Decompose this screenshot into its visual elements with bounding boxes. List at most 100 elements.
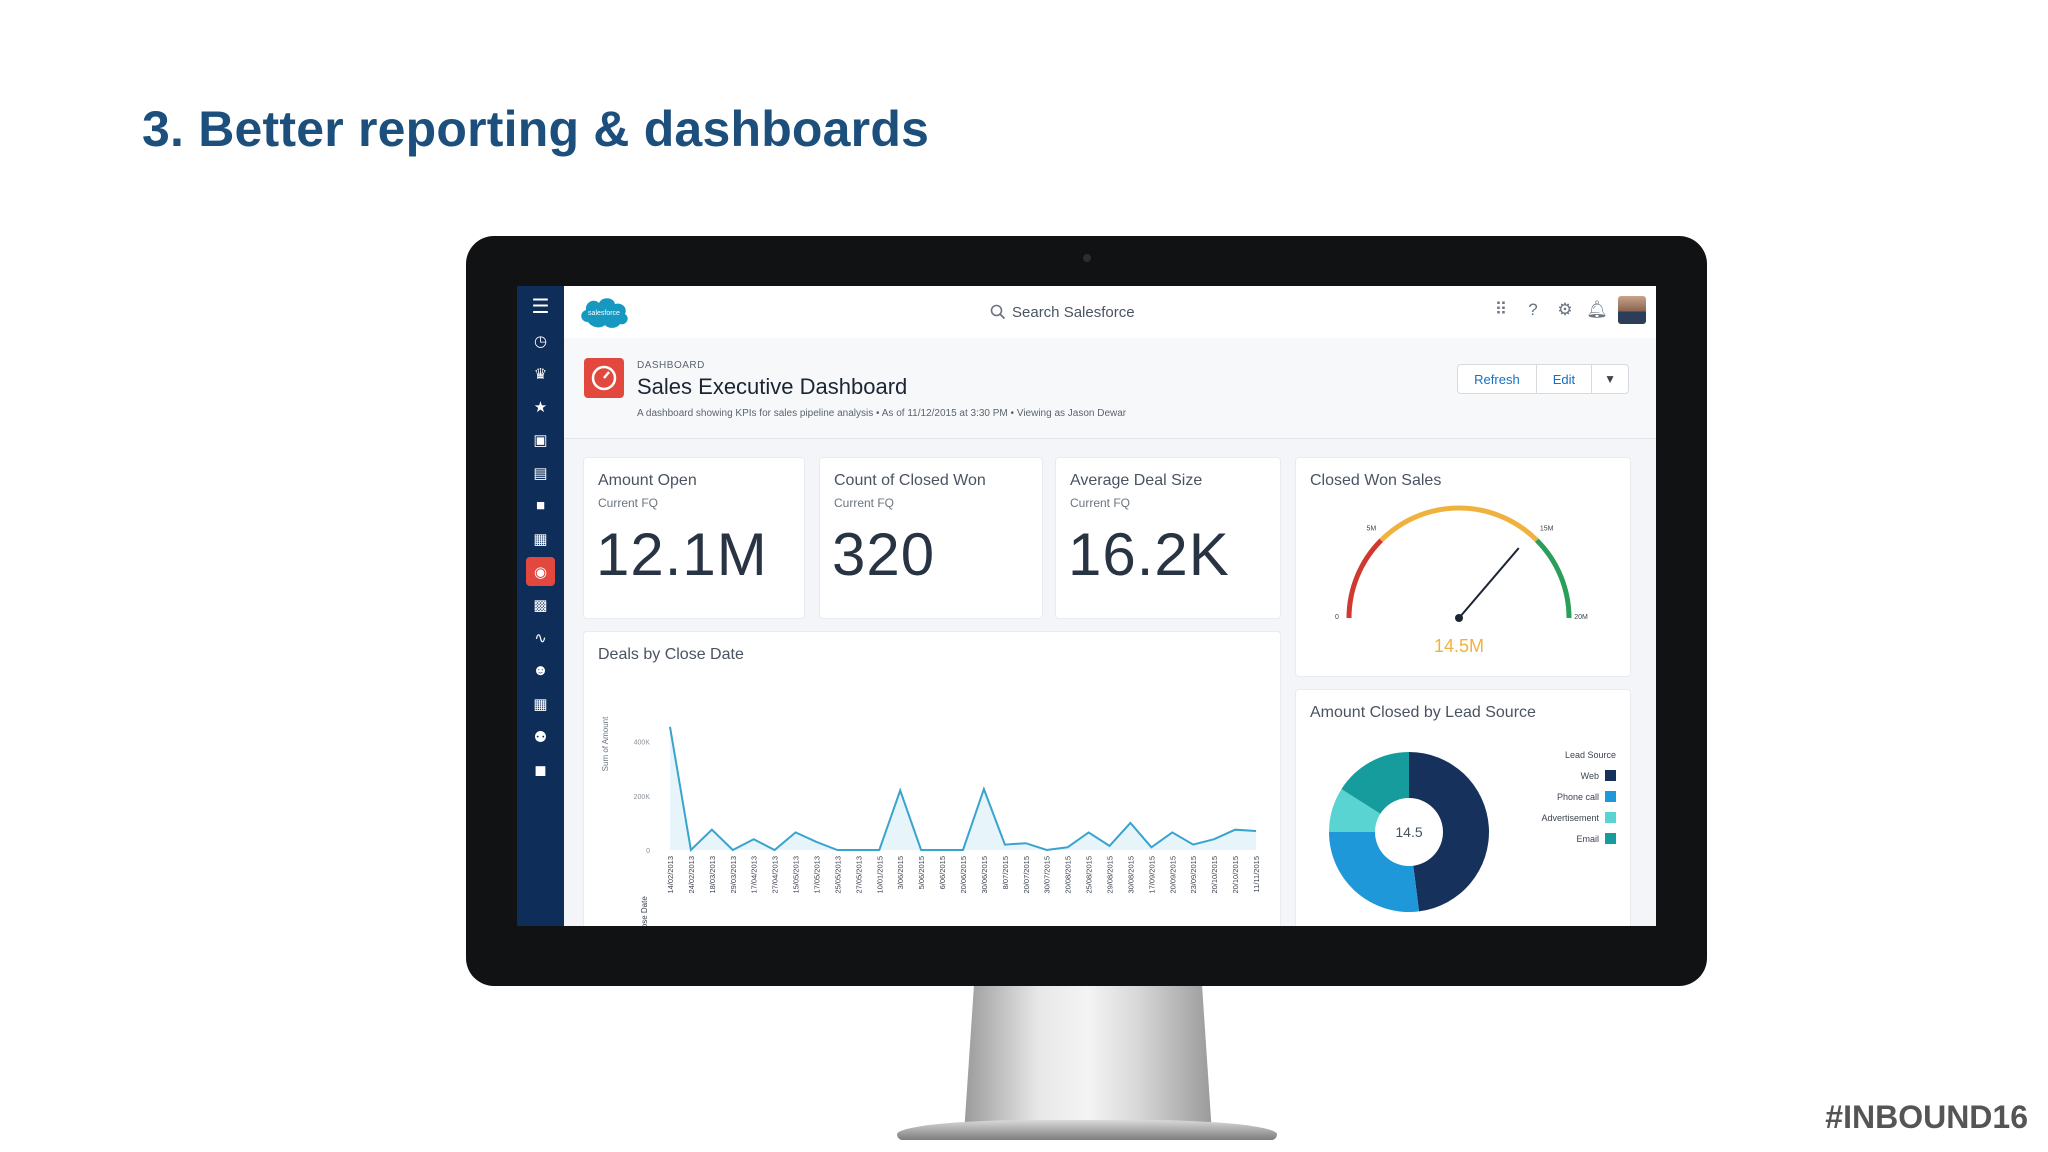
dashboard-description: A dashboard showing KPIs for sales pipel… [637, 408, 1127, 419]
legend-label: Web [1580, 770, 1599, 781]
gauge-max-label: 20M [1574, 614, 1588, 621]
gauge-band-mid [1379, 505, 1539, 542]
pulse-icon[interactable]: ∿ [534, 629, 547, 647]
more-actions-button[interactable]: ▼ [1604, 372, 1616, 386]
x-tick-label: 29/03/2013 [729, 856, 738, 894]
metric-title: Count of Closed Won [834, 472, 986, 489]
calendar-check-icon[interactable]: ▩ [533, 596, 548, 614]
star-icon[interactable]: ★ [533, 398, 548, 416]
screen: ☰ ◷ ♛ ★ ▣ ▤ ■ ▦ ◉ ▩ ∿ ☻ ▦ ⚉ ◼ salesforce [517, 286, 1656, 926]
edit-button[interactable]: Edit [1537, 365, 1593, 393]
header-actions: Refresh Edit ▼ [1457, 364, 1629, 394]
metric-card-average-deal-size[interactable]: Average Deal Size Current FQ 16.2K [1056, 458, 1280, 618]
monitor-stand-neck [964, 986, 1212, 1134]
document-icon[interactable]: ▤ [533, 464, 548, 482]
search-field[interactable]: Search Salesforce [990, 299, 1135, 325]
legend-label: Phone call [1556, 791, 1599, 802]
metric-card-amount-open[interactable]: Amount Open Current FQ 12.1M [584, 458, 804, 618]
metric-value: 16.2K [1068, 521, 1230, 588]
donut-card-amount-by-lead-source[interactable]: Amount Closed by Lead Source 14.5 Lead S… [1296, 690, 1630, 926]
refresh-button[interactable]: Refresh [1458, 365, 1537, 393]
donut-slice-web[interactable] [1409, 752, 1489, 912]
x-tick-label: 30/08/2015 [1126, 856, 1135, 894]
legend-item-phone-call[interactable]: Phone call [1526, 791, 1616, 802]
gauge-min-label: 0 [1335, 614, 1339, 621]
app-launcher-icon[interactable]: ⠿ [1494, 300, 1508, 319]
menu-icon[interactable]: ☰ [531, 296, 550, 318]
gauge-needle [1458, 547, 1520, 619]
dashboard-header: DASHBOARD Sales Executive Dashboard A da… [564, 338, 1656, 439]
metric-subtitle: Current FQ [1070, 496, 1131, 510]
avatar[interactable] [1618, 296, 1646, 324]
x-tick-label: 5/06/2015 [917, 856, 926, 889]
monitor: ☰ ◷ ♛ ★ ▣ ▤ ■ ▦ ◉ ▩ ∿ ☻ ▦ ⚉ ◼ salesforce [466, 236, 1707, 986]
search-icon [990, 304, 1006, 320]
people-icon[interactable]: ☻ [532, 662, 549, 679]
line-chart-card-deals-by-close-date[interactable]: Deals by Close Date Sum of Amount Close … [584, 632, 1280, 926]
legend-title: Lead Source [1564, 750, 1616, 760]
top-bar: salesforce Search Salesforce ⠿ ? ⚙ 🔔︎ [564, 286, 1656, 339]
dashboard-icon[interactable]: ◉ [526, 557, 555, 586]
folder-icon[interactable]: ■ [535, 497, 546, 514]
calendar-grid-icon[interactable]: ▦ [533, 695, 548, 713]
clock-icon[interactable]: ◷ [533, 332, 548, 350]
dashboard-gauge-icon [584, 358, 624, 398]
metric-subtitle: Current FQ [598, 496, 659, 510]
x-tick-label: 29/08/2015 [1106, 856, 1115, 894]
line-series [669, 726, 1257, 853]
legend-label: Email [1576, 833, 1599, 844]
y-tick-label: 0 [646, 848, 650, 855]
x-tick-label: 8/07/2015 [1001, 856, 1010, 889]
gauge-title: Closed Won Sales [1310, 472, 1442, 489]
search-placeholder: Search Salesforce [1012, 303, 1135, 321]
y-tick-label: 200K [634, 794, 651, 801]
x-axis-label: Close Date [640, 896, 649, 926]
x-tick-label: 27/05/2013 [854, 856, 863, 894]
legend-item-advertisement[interactable]: Advertisement [1526, 812, 1616, 823]
donut-hole [1375, 798, 1443, 866]
event-hashtag: #INBOUND16 [1825, 1099, 2028, 1135]
notifications-bell-icon[interactable]: 🔔︎ [1586, 300, 1608, 319]
legend-item-web[interactable]: Web [1526, 770, 1616, 781]
x-tick-label: 6/06/2015 [938, 856, 947, 889]
x-tick-label: 3/06/2015 [896, 856, 905, 889]
metric-title: Amount Open [598, 472, 697, 489]
legend-item-email[interactable]: Email [1526, 833, 1616, 844]
legend-swatch [1605, 770, 1616, 781]
legend-label: Advertisement [1541, 812, 1599, 823]
metric-value: 12.1M [596, 521, 768, 588]
x-tick-label: 15/05/2013 [792, 856, 801, 894]
donut-chart: 14.5 [1329, 752, 1489, 912]
gauge-card-closed-won-sales[interactable]: Closed Won Sales 0 20M 5M 15M 14.5M [1296, 458, 1630, 676]
x-tick-label: 14/02/2013 [666, 856, 675, 894]
line-chart-title: Deals by Close Date [598, 646, 744, 663]
gauge-needle-hub [1455, 614, 1463, 622]
x-tick-label: 27/04/2013 [771, 856, 780, 894]
briefcase-icon[interactable]: ◼ [534, 761, 547, 779]
x-tick-label: 20/09/2015 [1168, 856, 1177, 894]
logo-text: salesforce [588, 310, 620, 317]
setup-gear-icon[interactable]: ⚙ [1557, 300, 1573, 319]
users-icon[interactable]: ⚉ [533, 728, 548, 746]
inbox-icon[interactable]: ▣ [533, 431, 548, 449]
metric-card-closed-won-count[interactable]: Count of Closed Won Current FQ 320 [820, 458, 1042, 618]
salesforce-logo[interactable]: salesforce [576, 292, 632, 332]
legend-swatch [1605, 833, 1616, 844]
calendar-icon[interactable]: ▦ [533, 530, 548, 548]
left-nav: ☰ ◷ ♛ ★ ▣ ▤ ■ ▦ ◉ ▩ ∿ ☻ ▦ ⚉ ◼ [517, 286, 564, 926]
help-icon[interactable]: ? [1528, 300, 1538, 319]
x-tick-label: 20/06/2015 [959, 856, 968, 894]
gauge-value-label: 14.5M [1434, 636, 1484, 656]
x-tick-label: 20/07/2015 [1022, 856, 1031, 894]
donut-center-label: 14.5 [1395, 824, 1422, 840]
gauge-band1-label: 5M [1366, 525, 1376, 532]
line-chart: Sum of Amount Close Date 0 200K 400K 14/02… [601, 716, 1261, 926]
legend-swatch [1605, 812, 1616, 823]
x-tick-label: 30/06/2015 [980, 856, 989, 894]
crown-icon[interactable]: ♛ [533, 365, 548, 383]
y-tick-label: 400K [634, 740, 651, 747]
monitor-stand-base [897, 1120, 1277, 1140]
x-tick-label: 25/05/2013 [833, 856, 842, 894]
slide-title: 3. Better reporting & dashboards [142, 101, 930, 157]
x-tick-label: 23/09/2015 [1189, 856, 1198, 894]
